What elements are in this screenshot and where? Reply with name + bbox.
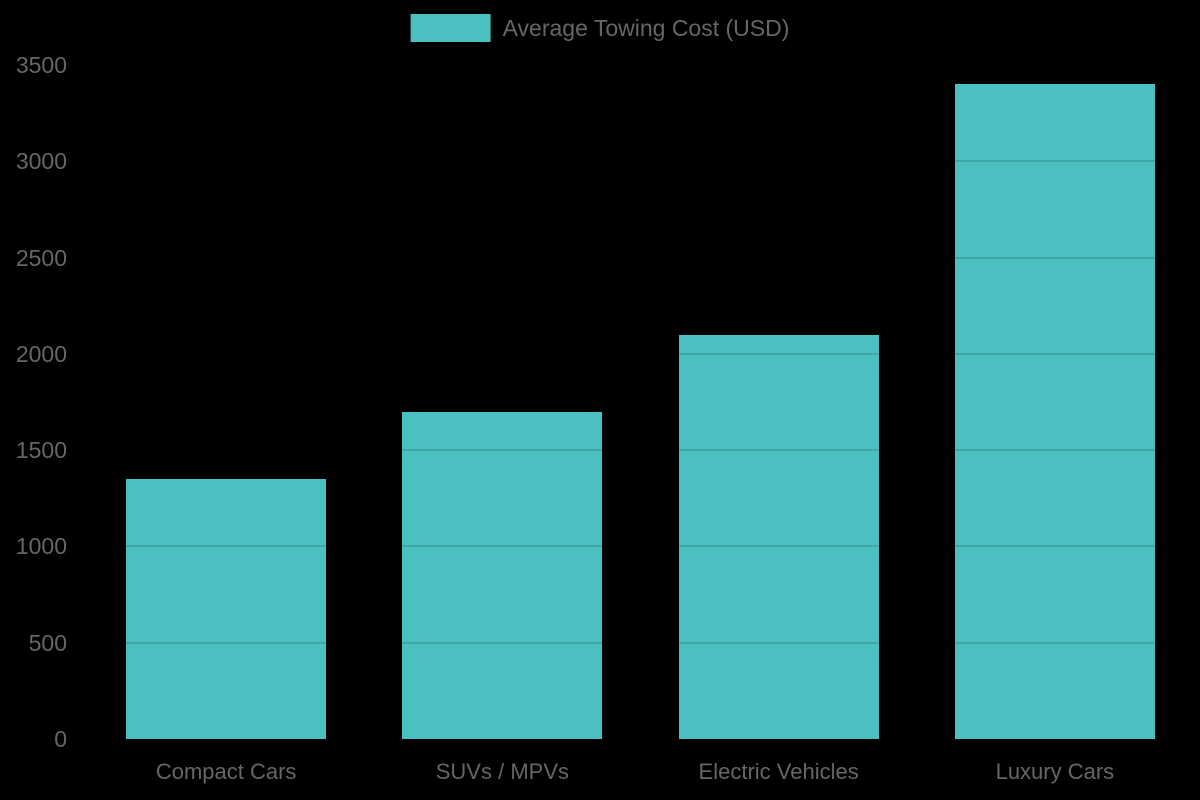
x-axis-label-compact-cars: Compact Cars [155,759,297,784]
grid-line [88,449,1193,452]
bar-suvs-mpvs [402,411,603,739]
y-axis-tick-label: 3500 [15,52,67,78]
x-axis-label-suvs-mpvs: SUVs / MPVs [435,759,569,784]
grid-line [88,641,1193,644]
grid-line [88,64,1193,66]
x-axis-label-luxury-cars: Luxury Cars [995,759,1115,784]
legend-label: Average Towing Cost (USD) [502,15,790,41]
bar-compact-cars [126,479,327,739]
grid-line [88,352,1193,355]
y-axis-tick-label: 0 [54,726,67,752]
grid-line [88,545,1193,548]
y-axis-tick-label: 1000 [15,533,67,560]
legend: Average Towing Cost (USD) [410,14,790,42]
grid-line [88,256,1193,259]
bar-electric-vehicles [678,334,879,739]
y-axis-tick-label: 2500 [15,244,67,271]
bar-luxury-cars [954,84,1155,739]
y-axis-tick-label: 1500 [15,437,67,464]
x-axis-label-electric-vehicles: Electric Vehicles [698,759,859,784]
legend-swatch [410,14,491,42]
y-axis-tick-label: 500 [28,629,67,656]
grid-line [88,160,1193,163]
y-axis-tick-label: 2000 [15,340,67,367]
y-axis-tick-label: 3000 [15,148,67,175]
